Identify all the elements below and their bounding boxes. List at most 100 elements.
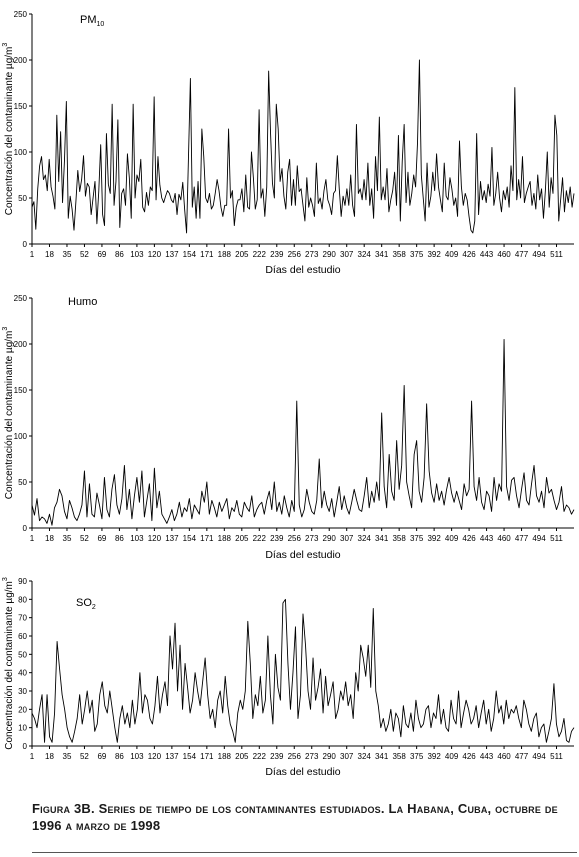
y-tick-label: 0 (23, 742, 28, 751)
y-tick-label: 20 (18, 705, 27, 714)
y-axis-label: Concentración del contaminante µg/m3 (2, 577, 15, 750)
x-tick-label: 409 (445, 752, 459, 761)
y-tick-label: 50 (18, 650, 27, 659)
x-tick-label: 358 (392, 752, 406, 761)
y-axis-label-text: Concentración del contaminante µg/m (4, 331, 15, 500)
footer-rule (32, 852, 577, 853)
x-tick-label: 273 (305, 752, 319, 761)
x-tick-label: 1 (30, 752, 35, 761)
x-tick-label: 18 (45, 250, 54, 259)
x-tick-label: 69 (97, 752, 106, 761)
x-tick-label: 52 (80, 752, 89, 761)
x-tick-label: 375 (410, 752, 424, 761)
x-tick-label: 120 (148, 534, 162, 543)
x-tick-label: 137 (165, 752, 179, 761)
x-tick-label: 103 (130, 752, 144, 761)
x-tick-label: 392 (427, 534, 441, 543)
y-tick-label: 30 (18, 687, 27, 696)
y-axis-label: Concentración del contaminante µg/m3 (2, 327, 15, 500)
y-tick-label: 80 (18, 595, 27, 604)
x-axis-label: Días del estudio (265, 264, 340, 276)
x-tick-label: 460 (497, 250, 511, 259)
x-tick-label: 205 (235, 534, 249, 543)
x-tick-label: 35 (63, 250, 72, 259)
x-tick-label: 494 (532, 752, 546, 761)
x-tick-label: 171 (200, 534, 214, 543)
y-tick-label: 200 (14, 340, 28, 349)
x-tick-label: 358 (392, 250, 406, 259)
y-tick-label: 0 (23, 240, 28, 249)
x-tick-label: 256 (288, 752, 302, 761)
x-tick-label: 273 (305, 534, 319, 543)
x-tick-label: 188 (218, 250, 232, 259)
x-tick-label: 256 (288, 250, 302, 259)
x-tick-label: 120 (148, 250, 162, 259)
x-tick-label: 1 (30, 534, 35, 543)
y-tick-label: 50 (18, 478, 27, 487)
y-axis-label-superscript: 3 (2, 577, 9, 581)
x-tick-label: 324 (358, 534, 372, 543)
x-tick-label: 137 (165, 534, 179, 543)
x-tick-label: 86 (115, 752, 124, 761)
x-tick-label: 290 (323, 250, 337, 259)
x-tick-label: 494 (532, 250, 546, 259)
x-tick-label: 188 (218, 752, 232, 761)
x-tick-label: 307 (340, 250, 354, 259)
x-tick-label: 290 (323, 752, 337, 761)
x-tick-label: 443 (480, 250, 494, 259)
x-tick-label: 69 (97, 250, 106, 259)
x-axis-label: Días del estudio (265, 766, 340, 778)
chart-humo: 0 50 100 150 200 250 1 18 35 52 69 86 103 120 137 154 17… (2, 294, 575, 561)
y-tick-label: 100 (14, 148, 28, 157)
x-tick-label: 290 (323, 534, 337, 543)
x-tick-label: 52 (80, 534, 89, 543)
x-tick-label: 103 (130, 250, 144, 259)
x-tick-label: 86 (115, 534, 124, 543)
x-tick-label: 460 (497, 752, 511, 761)
x-tick-label: 137 (165, 250, 179, 259)
panel-title-subscript: 2 (92, 604, 96, 611)
x-tick-label: 341 (375, 250, 389, 259)
x-tick-label: 460 (497, 534, 511, 543)
x-tick-label: 375 (410, 250, 424, 259)
y-tick-label: 50 (18, 194, 27, 203)
x-tick-label: 171 (200, 752, 214, 761)
x-tick-label: 120 (148, 752, 162, 761)
x-tick-label: 35 (63, 534, 72, 543)
x-tick-label: 443 (480, 752, 494, 761)
y-tick-label: 60 (18, 632, 27, 641)
x-tick-label: 511 (550, 752, 563, 761)
y-axis-label-superscript: 3 (2, 43, 9, 47)
y-tick-label: 10 (18, 724, 27, 733)
y-tick-label: 250 (14, 294, 28, 303)
x-tick-label: 239 (270, 752, 284, 761)
x-tick-label: 205 (235, 250, 249, 259)
y-axis-label: Concentración del contaminante µg/m3 (2, 43, 15, 216)
x-tick-label: 171 (200, 250, 214, 259)
y-tick-label: 90 (18, 577, 27, 586)
y-tick-label: 0 (23, 524, 28, 533)
x-tick-label: 409 (445, 250, 459, 259)
panel-title-subscript: 10 (97, 21, 105, 28)
y-tick-label: 40 (18, 669, 27, 678)
x-tick-label: 103 (130, 534, 144, 543)
panel-title-text: SO (76, 597, 92, 609)
x-tick-label: 477 (515, 250, 529, 259)
x-tick-label: 426 (462, 534, 476, 543)
panel-title-text: PM (80, 14, 97, 26)
x-tick-label: 511 (550, 250, 563, 259)
x-tick-label: 222 (253, 534, 267, 543)
x-tick-label: 18 (45, 534, 54, 543)
x-tick-label: 154 (183, 752, 197, 761)
y-axis-label-superscript: 3 (2, 327, 9, 331)
x-tick-label: 477 (515, 534, 529, 543)
x-tick-label: 392 (427, 250, 441, 259)
x-tick-label: 69 (97, 534, 106, 543)
x-tick-label: 307 (340, 534, 354, 543)
x-tick-label: 52 (80, 250, 89, 259)
panel-title: Humo (68, 296, 97, 308)
x-tick-label: 273 (305, 250, 319, 259)
x-tick-label: 324 (358, 752, 372, 761)
series-line (31, 598, 575, 743)
